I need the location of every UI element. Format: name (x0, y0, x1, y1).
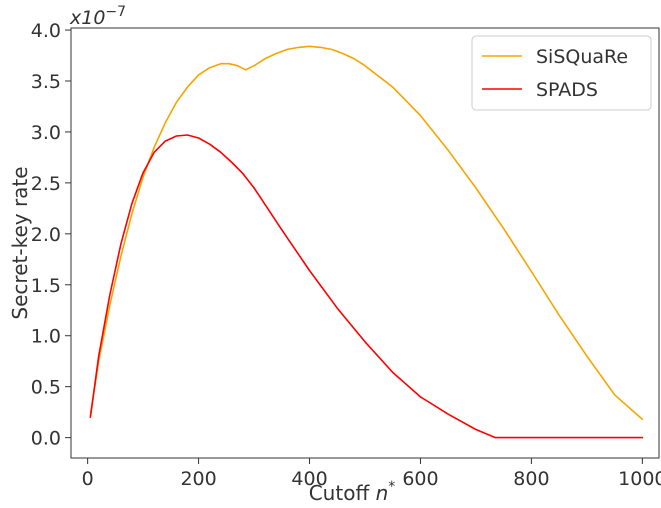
x-label-superscript: * (388, 479, 395, 495)
legend-label: SiSQuaRe (536, 46, 628, 68)
y-axis: 0.0 0.5 1.0 1.5 2.0 2.5 3.0 3.5 4.0 (31, 20, 71, 450)
plot-frame (70, 27, 660, 459)
y-tick-label: 2.5 (31, 173, 61, 195)
x-axis: 0 200 400 600 800 1000 (82, 458, 661, 490)
y-tick-label: 1.0 (31, 326, 61, 348)
y-multiplier-exponent: −7 (105, 4, 126, 20)
y-tick-label: 0.0 (31, 428, 61, 450)
y-multiplier-base: x10 (69, 7, 105, 29)
x-tick-label: 1000 (618, 468, 661, 490)
y-tick-label: 3.5 (31, 71, 61, 93)
x-axis-label: Cutoff n* (309, 479, 396, 505)
y-tick-label: 4.0 (31, 20, 61, 42)
y-tick-label: 1.5 (31, 275, 61, 297)
plot-content (89, 45, 644, 439)
series-line-1 (89, 45, 644, 421)
y-axis-label: Secret-key rate (8, 166, 32, 319)
y-tick-label: 0.5 (31, 377, 61, 399)
y-tick-label: 3.0 (31, 122, 61, 144)
x-tick-label: 800 (513, 468, 549, 490)
legend: SiSQuaRe SPADS (471, 35, 652, 111)
x-tick-label: 600 (402, 468, 438, 490)
x-label-variable: n (376, 481, 389, 505)
legend-label: SPADS (536, 79, 598, 101)
x-tick-label: 200 (180, 468, 216, 490)
y-tick-label: 2.0 (31, 224, 61, 246)
x-tick-label: 0 (82, 468, 94, 490)
series-line-2 (89, 134, 644, 439)
x-label-main: Cutoff (309, 481, 376, 505)
legend-frame (471, 35, 652, 111)
y-axis-multiplier: x10−7 (69, 4, 126, 29)
x-tick-label: 400 (291, 468, 327, 490)
